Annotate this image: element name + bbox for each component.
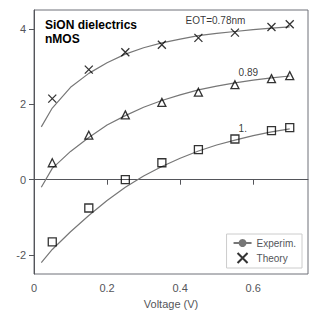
svg-text:0: 0 xyxy=(20,174,26,186)
svg-text:nMOS: nMOS xyxy=(45,32,80,46)
svg-text:0.2: 0.2 xyxy=(99,282,114,294)
svg-text:0.4: 0.4 xyxy=(172,282,187,294)
svg-text:4: 4 xyxy=(20,23,26,35)
svg-text:1.: 1. xyxy=(239,123,247,134)
svg-text:Voltage (V): Voltage (V) xyxy=(144,298,198,310)
svg-text:SiON dielectrics: SiON dielectrics xyxy=(45,18,137,32)
svg-text:2: 2 xyxy=(20,98,26,110)
svg-text:0.6: 0.6 xyxy=(246,282,261,294)
svg-text:0.89: 0.89 xyxy=(239,67,259,78)
svg-text:EOT=0.78nm: EOT=0.78nm xyxy=(186,15,246,26)
svg-text:0: 0 xyxy=(31,282,37,294)
svg-text:Experim.: Experim. xyxy=(257,238,296,249)
svg-text:Theory: Theory xyxy=(257,253,288,264)
svg-text:-2: -2 xyxy=(16,249,26,261)
